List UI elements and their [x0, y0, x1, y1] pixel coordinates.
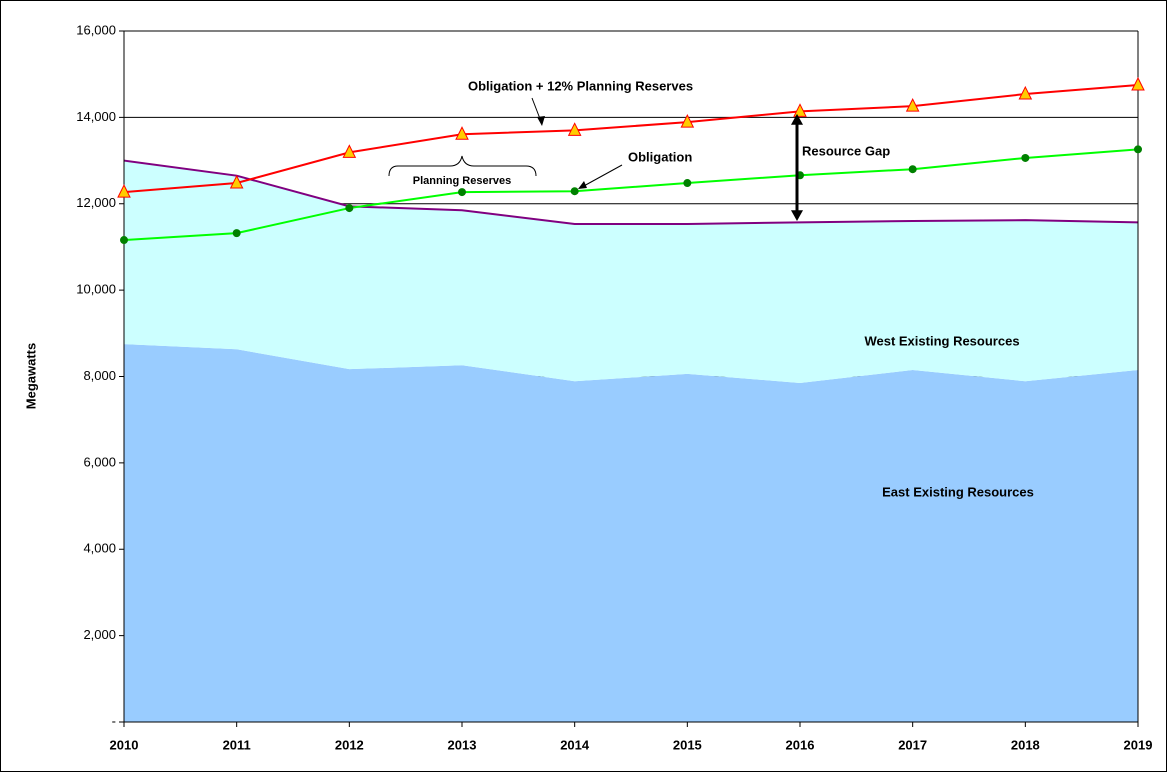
marker [1134, 145, 1142, 154]
area [124, 160, 1138, 383]
x-tick-label: 2017 [898, 737, 927, 752]
arrowhead [578, 181, 587, 189]
y-axis-label: Megawatts [23, 343, 38, 409]
area-top-line [123, 159, 1139, 226]
marker [1021, 153, 1030, 162]
marker [455, 126, 469, 140]
arrowhead [791, 113, 803, 125]
marker [793, 103, 807, 117]
annotation: Planning Reserves [413, 175, 511, 187]
area [124, 344, 1138, 722]
plot: - 2,000 4,000 6,000 8,000 10,000 12,000 14,000 1… [76, 22, 1152, 752]
brace [388, 155, 537, 177]
y-tick-label: - [112, 713, 116, 728]
arrowhead [791, 210, 803, 222]
marker [1018, 85, 1033, 100]
y-tick-label: 8,000 [83, 368, 116, 383]
annotation: Resource Gap [802, 143, 890, 158]
x-tick-label: 2014 [560, 737, 590, 752]
y-tick-label: 10,000 [76, 282, 116, 297]
marker [458, 188, 466, 197]
x-tick-label: 2013 [448, 737, 477, 752]
line [123, 148, 1139, 242]
marker [342, 144, 357, 158]
y-tick-label: 12,000 [76, 195, 116, 210]
marker [120, 236, 128, 245]
marker [345, 204, 354, 213]
marker [567, 122, 582, 136]
x-tick-label: 2016 [786, 737, 815, 752]
marker [1131, 76, 1145, 91]
y-tick-label: 2,000 [83, 627, 116, 642]
x-tick-label: 2012 [335, 737, 364, 752]
x-tick-label: 2018 [1011, 737, 1040, 752]
marker [570, 187, 579, 196]
x-tick-label: 2019 [1124, 737, 1153, 752]
marker [232, 229, 241, 238]
marker [908, 165, 917, 174]
line-label: Obligation [628, 149, 692, 164]
area-label: East Existing Resources [882, 484, 1034, 499]
marker [905, 98, 920, 112]
y-tick-label: 16,000 [76, 22, 116, 37]
marker [117, 183, 131, 198]
y-tick-label: 4,000 [83, 541, 116, 556]
x-tick-label: 2010 [110, 737, 139, 752]
arrowhead [537, 116, 545, 126]
marker [229, 174, 244, 189]
leader [581, 164, 623, 188]
marker [683, 179, 692, 188]
line [123, 83, 1139, 194]
x-tick-label: 2011 [223, 737, 251, 752]
area-label: West Existing Resources [864, 333, 1019, 348]
line-label: Obligation + 12% Planning Reserves [468, 78, 693, 93]
x-tick-label: 2015 [673, 737, 702, 752]
y-tick-label: 6,000 [83, 454, 116, 469]
marker [680, 114, 695, 128]
y-tick-label: 14,000 [76, 109, 116, 124]
